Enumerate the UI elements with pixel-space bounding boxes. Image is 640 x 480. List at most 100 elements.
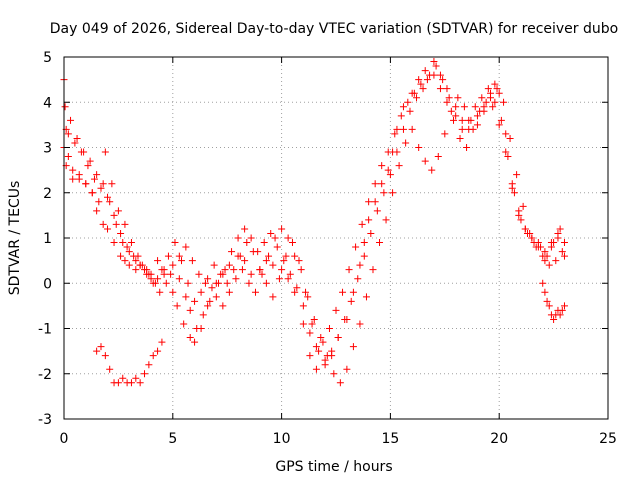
data-point bbox=[284, 275, 292, 283]
data-point bbox=[99, 180, 107, 188]
data-point bbox=[376, 239, 384, 247]
y-tick-label: 4 bbox=[43, 95, 52, 111]
data-point bbox=[225, 288, 233, 296]
data-point bbox=[345, 266, 353, 274]
data-point bbox=[228, 248, 236, 256]
data-point bbox=[312, 343, 320, 351]
data-point bbox=[214, 279, 222, 287]
data-point bbox=[262, 279, 270, 287]
data-point bbox=[90, 175, 98, 183]
data-point bbox=[356, 320, 364, 328]
data-point bbox=[249, 248, 257, 256]
data-point bbox=[164, 252, 172, 260]
data-point bbox=[384, 166, 392, 174]
data-point bbox=[123, 243, 131, 251]
data-point bbox=[134, 252, 142, 260]
data-point bbox=[547, 243, 555, 251]
data-point bbox=[247, 270, 255, 278]
data-point bbox=[106, 365, 114, 373]
data-point bbox=[223, 279, 231, 287]
data-point bbox=[151, 279, 159, 287]
data-point bbox=[136, 379, 144, 387]
data-point bbox=[523, 229, 531, 237]
y-tick-label: 5 bbox=[43, 50, 52, 66]
data-point bbox=[373, 207, 381, 215]
data-point bbox=[195, 270, 203, 278]
data-point bbox=[502, 148, 510, 156]
data-point bbox=[104, 193, 112, 201]
data-point bbox=[450, 116, 458, 124]
data-point bbox=[443, 98, 451, 106]
data-point bbox=[127, 239, 135, 247]
y-tick-label: 1 bbox=[43, 231, 52, 247]
data-point bbox=[560, 239, 568, 247]
data-point bbox=[367, 229, 375, 237]
data-point bbox=[365, 198, 373, 206]
y-axis-label: SDTVAR / TECUs bbox=[7, 181, 23, 296]
data-point bbox=[286, 270, 294, 278]
data-point bbox=[191, 338, 199, 346]
data-point bbox=[232, 275, 240, 283]
data-point bbox=[71, 139, 79, 147]
y-tick-label: 2 bbox=[43, 186, 52, 202]
series-t5 bbox=[93, 338, 166, 387]
data-point bbox=[328, 352, 336, 360]
data-point bbox=[147, 275, 155, 283]
data-point bbox=[178, 257, 186, 265]
data-point bbox=[473, 112, 481, 120]
data-point bbox=[97, 184, 105, 192]
data-point bbox=[502, 130, 510, 138]
data-point bbox=[365, 216, 373, 224]
data-point bbox=[132, 266, 140, 274]
data-point bbox=[260, 239, 268, 247]
data-point bbox=[162, 279, 170, 287]
data-point bbox=[304, 293, 312, 301]
data-point bbox=[426, 71, 434, 79]
data-point bbox=[358, 220, 366, 228]
data-point bbox=[225, 261, 233, 269]
data-point bbox=[369, 266, 377, 274]
data-point bbox=[393, 148, 401, 156]
data-point bbox=[197, 288, 205, 296]
data-point bbox=[75, 171, 83, 179]
data-point bbox=[291, 252, 299, 260]
data-point bbox=[73, 134, 81, 142]
data-point bbox=[171, 239, 179, 247]
data-point bbox=[175, 275, 183, 283]
data-point bbox=[541, 288, 549, 296]
data-point bbox=[108, 180, 116, 188]
data-point bbox=[463, 144, 471, 151]
data-point bbox=[169, 261, 177, 269]
data-point bbox=[543, 297, 551, 305]
data-point bbox=[299, 302, 307, 310]
data-point bbox=[64, 130, 72, 138]
data-point bbox=[236, 252, 244, 260]
data-point bbox=[154, 257, 162, 265]
data-point bbox=[117, 229, 125, 237]
data-point bbox=[186, 334, 194, 342]
data-point bbox=[556, 225, 564, 233]
data-point bbox=[299, 320, 307, 328]
data-point bbox=[95, 198, 103, 206]
series-t6 bbox=[539, 279, 568, 323]
data-point bbox=[149, 352, 157, 360]
data-point bbox=[61, 103, 69, 111]
y-tick-label: -3 bbox=[38, 412, 52, 428]
data-point bbox=[241, 257, 249, 265]
data-point bbox=[469, 125, 477, 133]
data-point bbox=[180, 320, 188, 328]
data-point bbox=[217, 270, 225, 278]
data-point bbox=[495, 121, 503, 129]
data-point bbox=[182, 293, 190, 301]
data-point bbox=[413, 94, 421, 102]
data-point bbox=[339, 288, 347, 296]
data-point bbox=[550, 239, 558, 247]
y-tick-label: -1 bbox=[38, 322, 52, 338]
data-point bbox=[158, 338, 166, 346]
data-point bbox=[199, 311, 207, 319]
data-point bbox=[417, 80, 425, 88]
data-point bbox=[173, 302, 181, 310]
data-point bbox=[325, 325, 333, 332]
